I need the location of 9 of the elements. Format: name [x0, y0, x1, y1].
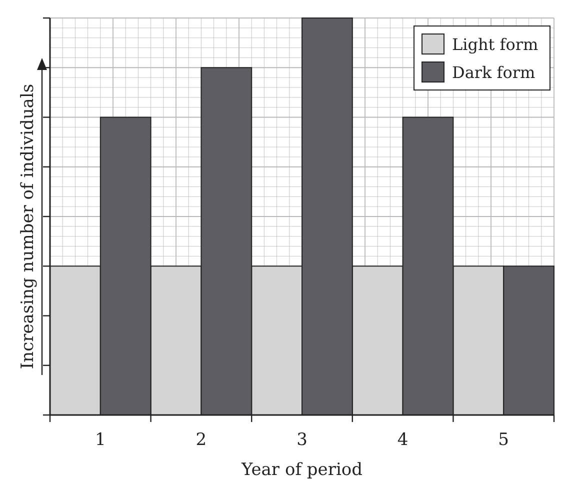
x-tick-label: 2 — [196, 430, 207, 450]
x-tick-label: 4 — [397, 430, 408, 450]
x-tick-label: 5 — [498, 430, 510, 450]
legend-label: Light form — [452, 35, 538, 54]
legend-label: Dark form — [452, 63, 536, 82]
y-axis-title: Increasing number of individuals — [18, 84, 38, 370]
x-tick-label: 1 — [94, 430, 106, 450]
x-tick-label: 3 — [296, 430, 308, 450]
x-axis-title: Year of period — [240, 460, 363, 480]
